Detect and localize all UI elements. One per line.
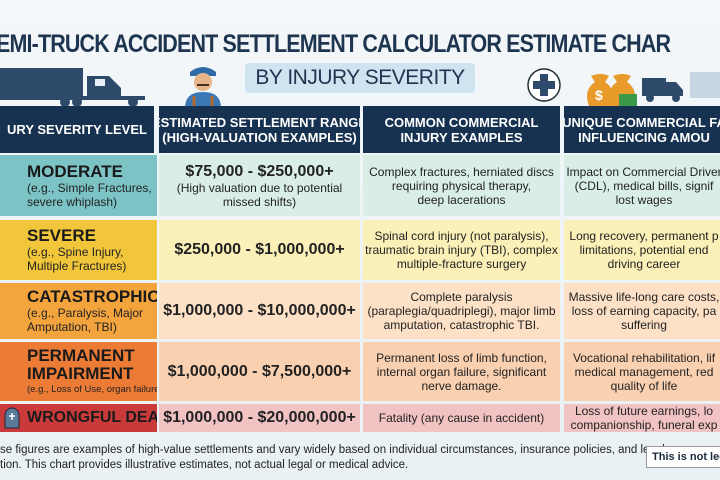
injury-examples: Complex fractures, herniated discs requi… xyxy=(363,155,560,216)
tombstone-icon xyxy=(4,407,20,429)
page-subtitle: BY INJURY SEVERITY xyxy=(245,63,475,93)
influencing-factors: Long recovery, permanent p limitations, … xyxy=(564,220,720,280)
severity-examples: (e.g., Simple Fractures, severe whiplash… xyxy=(27,180,152,209)
column-header-range: ESTIMATED SETTLEMENT RANGE (HIGH-VALUATI… xyxy=(159,106,360,153)
injury-examples: Complete paralysis (paraplegia/quadriple… xyxy=(363,283,560,339)
settlement-range: $75,000 - $250,000+ xyxy=(185,162,334,180)
range-cell: $1,000,000 - $10,000,000+ xyxy=(159,283,360,339)
money-bags-icon: $ xyxy=(587,74,637,106)
settlement-range: $250,000 - $1,000,000+ xyxy=(174,241,345,258)
severity-level: MODERATE xyxy=(27,161,124,181)
severity-level: CATASTROPHIC xyxy=(27,287,157,306)
influencing-factors: Vocational rehabilitation, lif medical m… xyxy=(564,342,720,401)
severity-cell: SEVERE (e.g., Spine Injury, Multiple Fra… xyxy=(0,220,157,280)
range-cell: $1,000,000 - $20,000,000+ xyxy=(159,404,360,432)
severity-level: SEVERE xyxy=(27,226,96,245)
severity-examples: (e.g., Spine Injury, Multiple Fractures) xyxy=(27,245,127,273)
severity-cell: MODERATE (e.g., Simple Fractures, severe… xyxy=(0,155,157,216)
influencing-factors: Impact on Commercial Driver (CDL), medic… xyxy=(564,155,720,216)
range-cell: $250,000 - $1,000,000+ xyxy=(159,220,360,280)
medical-cross-icon xyxy=(527,68,561,102)
severity-level: WRONGFUL DEATH xyxy=(27,409,157,426)
column-header-injuries: COMMON COMMERCIAL INJURY EXAMPLES xyxy=(363,106,560,153)
column-header-severity: URY SEVERITY LEVEL xyxy=(0,106,154,153)
table-row: MODERATE (e.g., Simple Fractures, severe… xyxy=(0,155,720,216)
table-row: CATASTROPHIC (e.g., Paralysis, Major Amp… xyxy=(0,283,720,339)
table-row: WRONGFUL DEATH $1,000,000 - $20,000,000+… xyxy=(0,404,720,432)
disclaimer-text: se figures are examples of high-value se… xyxy=(0,444,665,471)
injury-examples: Fatality (any cause in accident) xyxy=(363,404,560,432)
truck-driver-icon xyxy=(185,67,221,108)
page-title: EMI-TRUCK ACCIDENT SETTLEMENT CALCULATOR… xyxy=(0,30,671,58)
range-note: (High valuation due to potential missed … xyxy=(176,180,343,209)
severity-examples: (e.g., Paralysis, Major Amputation, TBI) xyxy=(27,306,144,334)
semi-truck-icon xyxy=(0,68,145,107)
settlement-range: $1,000,000 - $10,000,000+ xyxy=(163,302,356,319)
table-row: PERMANENT IMPAIRMENT (e.g., Loss of Use,… xyxy=(0,342,720,401)
injury-examples: Spinal cord injury (not paralysis), trau… xyxy=(363,220,560,280)
severity-cell: PERMANENT IMPAIRMENT (e.g., Loss of Use,… xyxy=(0,342,157,401)
settlement-range: $1,000,000 - $7,500,000+ xyxy=(167,362,352,380)
severity-level: PERMANENT IMPAIRMENT xyxy=(27,345,135,383)
range-cell: $75,000 - $250,000+ (High valuation due … xyxy=(159,155,360,216)
injury-examples: Permanent loss of limb function, interna… xyxy=(363,342,560,401)
influencing-factors: Loss of future earnings, lo companionshi… xyxy=(564,404,720,432)
delivery-truck-icon xyxy=(642,72,720,102)
range-cell: $1,000,000 - $7,500,000+ xyxy=(159,342,360,401)
table-row: SEVERE (e.g., Spine Injury, Multiple Fra… xyxy=(0,220,720,280)
svg-text:$: $ xyxy=(595,87,603,103)
settlement-range: $1,000,000 - $20,000,000+ xyxy=(163,409,356,426)
severity-cell: WRONGFUL DEATH xyxy=(0,404,157,432)
severity-examples: (e.g., Loss of Use, organ failure) xyxy=(27,383,157,395)
influencing-factors: Massive life-long care costs, loss of ea… xyxy=(564,283,720,339)
not-legal-advice-badge: This is not lega xyxy=(646,446,720,468)
column-header-factors: UNIQUE COMMERCIAL FA INFLUENCING AMOU xyxy=(564,106,720,153)
severity-cell: CATASTROPHIC (e.g., Paralysis, Major Amp… xyxy=(0,283,157,339)
